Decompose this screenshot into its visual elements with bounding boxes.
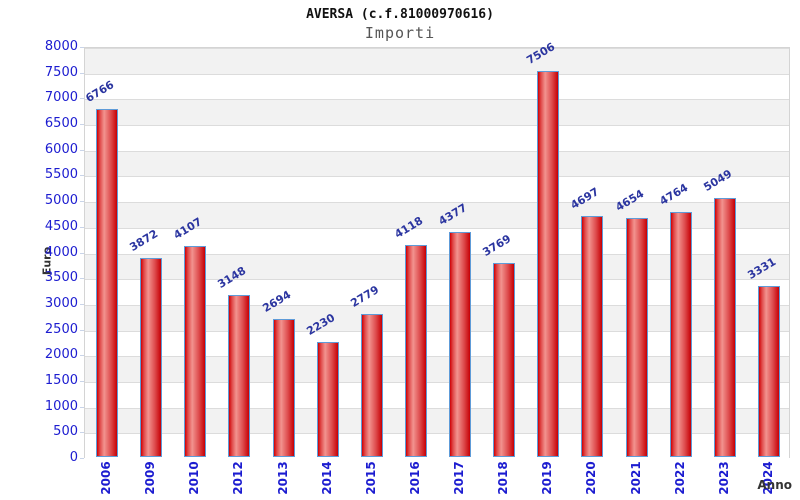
y-tick-label: 5000 [45, 193, 78, 208]
grid-band [85, 99, 789, 125]
y-tick-mark [80, 278, 84, 279]
bar-2024 [758, 286, 780, 457]
x-tick-label-2010: 2010 [187, 461, 201, 494]
x-tick-label-2012: 2012 [231, 461, 245, 494]
y-tick-mark [80, 201, 84, 202]
bar-2018 [493, 263, 515, 457]
y-tick-mark [80, 304, 84, 305]
x-tick-label-2022: 2022 [673, 461, 687, 494]
y-tick-label: 6500 [45, 116, 78, 131]
y-tick-mark [80, 175, 84, 176]
x-tick-label-2023: 2023 [717, 461, 731, 494]
x-tick-label-2013: 2013 [276, 461, 290, 494]
y-tick-label: 4500 [45, 219, 78, 234]
bar-2016 [405, 245, 427, 457]
y-tick-label: 6000 [45, 142, 78, 157]
bar-2014 [317, 342, 339, 457]
y-tick-mark [80, 407, 84, 408]
y-tick-label: 0 [70, 450, 78, 465]
x-axis-title: Anno [757, 478, 792, 492]
plot-area: 6766387241073148269422302779411843773769… [84, 47, 790, 458]
grid-band [85, 48, 789, 74]
x-tick-label-2018: 2018 [496, 461, 510, 494]
y-tick-label: 1500 [45, 373, 78, 388]
y-tick-label: 2500 [45, 322, 78, 337]
bar-2019 [537, 71, 559, 457]
bar-2022 [670, 212, 692, 457]
y-tick-label: 500 [53, 424, 78, 439]
y-tick-label: 1000 [45, 399, 78, 414]
y-tick-mark [80, 381, 84, 382]
y-tick-mark [80, 458, 84, 459]
bar-2023 [714, 198, 736, 457]
chart-subtitle: Importi [0, 24, 800, 42]
y-tick-label: 3500 [45, 270, 78, 285]
x-tick-label-2021: 2021 [629, 461, 643, 494]
bar-2020 [581, 216, 603, 457]
y-tick-mark [80, 432, 84, 433]
x-tick-label-2016: 2016 [408, 461, 422, 494]
x-tick-label-2009: 2009 [143, 461, 157, 494]
y-tick-mark [80, 98, 84, 99]
y-tick-label: 5500 [45, 167, 78, 182]
x-tick-label-2006: 2006 [99, 461, 113, 494]
bar-2012 [228, 295, 250, 457]
y-tick-label: 7500 [45, 65, 78, 80]
y-tick-label: 7000 [45, 90, 78, 105]
x-tick-label-2020: 2020 [584, 461, 598, 494]
bar-2009 [140, 258, 162, 457]
x-tick-label-2015: 2015 [364, 461, 378, 494]
y-tick-mark [80, 253, 84, 254]
x-tick-label-2017: 2017 [452, 461, 466, 494]
y-tick-mark [80, 47, 84, 48]
bar-2017 [449, 232, 471, 457]
bar-2021 [626, 218, 648, 457]
bar-chart-figure: AVERSA (c.f.81000970616) Importi Euro 67… [0, 0, 800, 500]
y-tick-mark [80, 124, 84, 125]
grid-band [85, 151, 789, 177]
chart-title: AVERSA (c.f.81000970616) [0, 7, 800, 22]
y-tick-mark [80, 227, 84, 228]
bar-2013 [273, 319, 295, 457]
bar-2010 [184, 246, 206, 457]
bar-2015 [361, 314, 383, 457]
x-tick-label-2014: 2014 [320, 461, 334, 494]
y-tick-label: 2000 [45, 347, 78, 362]
grid-band [85, 74, 789, 100]
grid-band [85, 125, 789, 151]
y-tick-mark [80, 330, 84, 331]
y-tick-label: 3000 [45, 296, 78, 311]
y-tick-label: 8000 [45, 39, 78, 54]
bar-2006 [96, 109, 118, 457]
y-tick-mark [80, 355, 84, 356]
y-tick-label: 4000 [45, 245, 78, 260]
x-tick-label-2019: 2019 [540, 461, 554, 494]
y-tick-mark [80, 150, 84, 151]
y-tick-mark [80, 73, 84, 74]
